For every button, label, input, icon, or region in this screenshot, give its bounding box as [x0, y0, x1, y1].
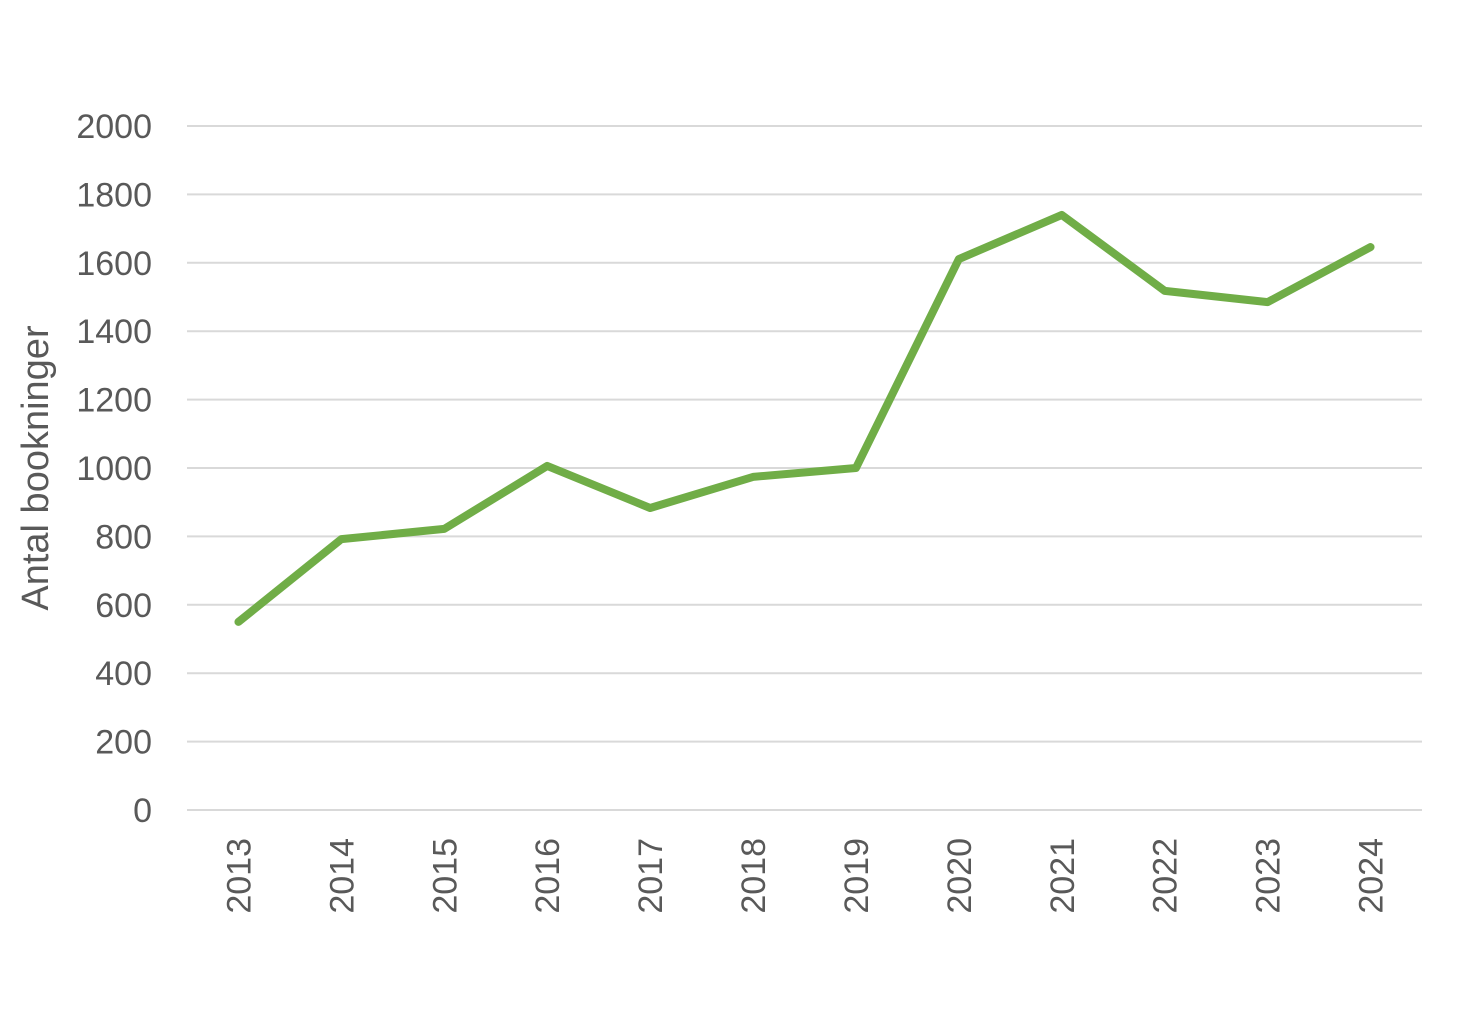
y-tick-label: 600: [95, 587, 152, 625]
x-tick-label: 2015: [426, 838, 464, 914]
y-tick-label: 0: [133, 792, 152, 830]
y-axis-ticks: 0 200 400 600 800 1000 1200 1400 1600 1800 2000: [76, 108, 152, 830]
y-axis-title: Antal bookninger: [15, 325, 57, 611]
y-tick-label: 1800: [76, 176, 152, 214]
y-tick-label: 200: [95, 724, 152, 762]
y-tick-label: 2000: [76, 108, 152, 146]
y-tick-label: 1000: [76, 450, 152, 488]
x-axis-ticks: 2013 2014 2015 2016 2017 2018 2019 2020 2021 2022…: [220, 838, 1390, 914]
series-layer: [234, 210, 1375, 626]
x-tick-label: 2023: [1250, 838, 1288, 914]
x-tick-label: 2018: [735, 838, 773, 914]
x-tick-label: 2020: [941, 838, 979, 914]
x-tick-label: 2022: [1147, 838, 1185, 914]
y-tick-label: 400: [95, 655, 152, 693]
gridlines: [187, 125, 1422, 811]
x-tick-label: 2024: [1353, 838, 1391, 914]
y-tick-label: 1600: [76, 245, 152, 283]
x-tick-label: 2016: [529, 838, 567, 914]
x-tick-label: 2019: [838, 838, 876, 914]
x-tick-label: 2021: [1044, 838, 1082, 914]
x-tick-label: 2017: [632, 838, 670, 914]
y-tick-label: 1200: [76, 382, 152, 420]
y-tick-label: 800: [95, 518, 152, 556]
x-tick-label: 2014: [323, 838, 361, 914]
x-tick-label: 2013: [220, 838, 258, 914]
y-tick-label: 1400: [76, 313, 152, 351]
series-line: [234, 210, 1375, 626]
